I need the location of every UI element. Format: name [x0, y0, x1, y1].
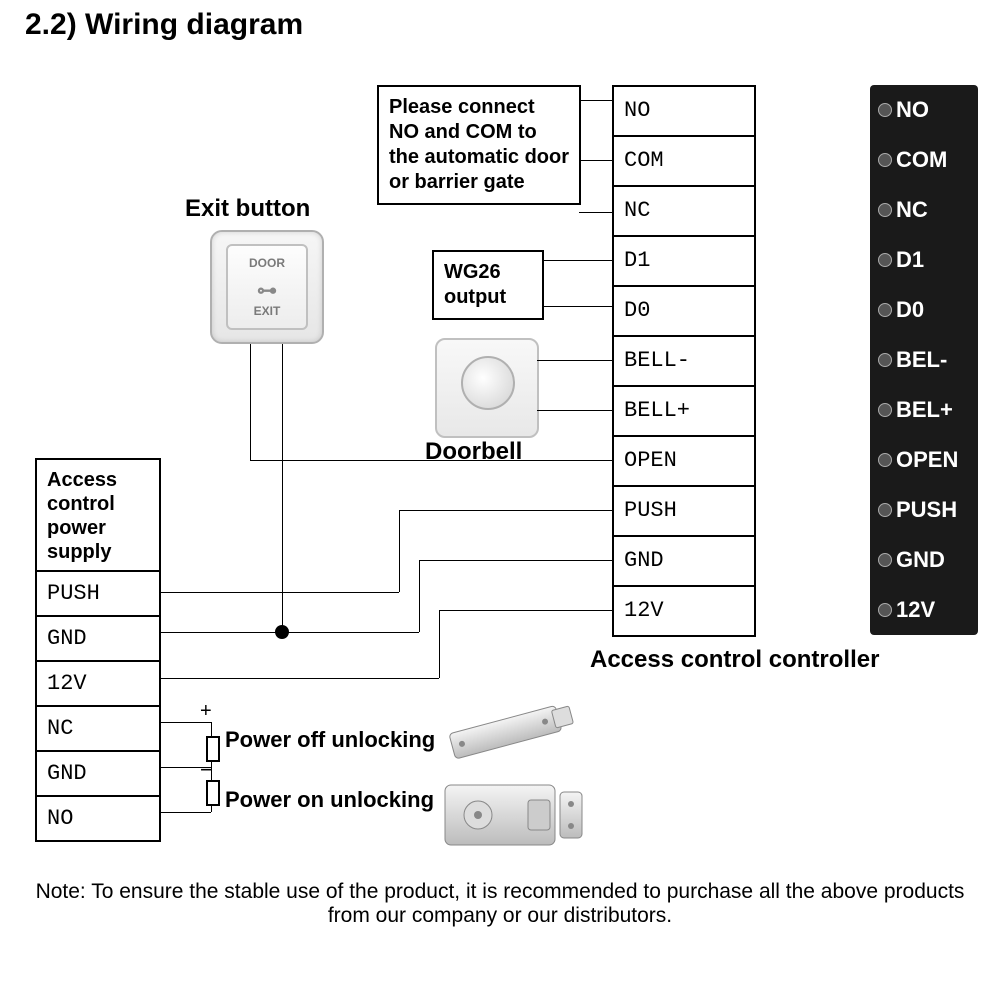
wire-12v-v	[439, 610, 440, 678]
strip-12v: 12V	[870, 585, 978, 635]
diode-icon-2	[206, 780, 220, 806]
exit-button-label: Exit button	[185, 195, 310, 223]
wiring-diagram-canvas: 2.2) Wiring diagram Exit button DOOR ⊶ E…	[0, 0, 1000, 1000]
ps-12v: 12V	[37, 662, 159, 707]
ctrl-bell-: BELL-	[614, 337, 754, 387]
section-title: 2.2) Wiring diagram	[25, 8, 303, 42]
wire-notebox-nc	[579, 212, 612, 213]
ctrl-com: COM	[614, 137, 754, 187]
wire-notebox-no	[579, 100, 612, 101]
exit-button-graphic: DOOR ⊶ EXIT	[210, 230, 324, 344]
ctrl-no: NO	[614, 87, 754, 137]
wire-push-v	[399, 510, 400, 592]
ps-gnd: GND	[37, 617, 159, 662]
ps-nc: NC	[37, 707, 159, 752]
ps-no: NO	[37, 797, 159, 840]
footer-note: Note: To ensure the stable use of the pr…	[35, 880, 965, 928]
power-supply-block: Access control power supply PUSH GND 12V…	[35, 458, 161, 842]
minus-label: −	[200, 757, 213, 783]
wire-gnd-h1	[159, 632, 419, 633]
ps-push: PUSH	[37, 572, 159, 617]
power-supply-header: Access control power supply	[37, 460, 159, 572]
ctrl-d0: D0	[614, 287, 754, 337]
doorbell-graphic	[435, 338, 539, 438]
strip-no: NO	[870, 85, 978, 135]
doorbell-label: Doorbell	[425, 438, 522, 466]
wire-exit-gnd-v	[282, 344, 283, 632]
wire-exit-open-h	[250, 460, 612, 461]
ps-gnd2: GND	[37, 752, 159, 797]
ctrl-push: PUSH	[614, 487, 754, 537]
wire-12v-h2	[439, 610, 612, 611]
wire-12v-h1	[159, 678, 439, 679]
exit-face-exit: EXIT	[228, 304, 306, 318]
wire-junction-gnd	[275, 625, 289, 639]
wire-wg26-d1	[542, 260, 612, 261]
controller-terminal-block: NO COM NC D1 D0 BELL- BELL+ OPEN PUSH GN…	[612, 85, 756, 637]
ctrl-12v: 12V	[614, 587, 754, 635]
wire-gnd-h2	[419, 560, 612, 561]
exit-face-door: DOOR	[228, 256, 306, 270]
plus-label: +	[200, 700, 212, 723]
wire-bell+	[537, 410, 612, 411]
wire-push-h2	[399, 510, 612, 511]
electric-rim-lock-icon	[440, 770, 600, 860]
ctrl-gnd: GND	[614, 537, 754, 587]
strip-push: PUSH	[870, 485, 978, 535]
wire-exit-open-v	[250, 344, 251, 460]
wire-gnd-v	[419, 560, 420, 632]
strip-bel+: BEL+	[870, 385, 978, 435]
strip-open: OPEN	[870, 435, 978, 485]
electric-bolt-lock-icon	[440, 700, 580, 760]
wire-notebox-com	[579, 160, 612, 161]
power-on-unlock-label: Power on unlocking	[225, 787, 434, 813]
wire-push-h1	[159, 592, 399, 593]
strip-bel-: BEL-	[870, 335, 978, 385]
strip-gnd: GND	[870, 535, 978, 585]
ctrl-bell+: BELL+	[614, 387, 754, 437]
wire-wg26-d0	[542, 306, 612, 307]
ctrl-open: OPEN	[614, 437, 754, 487]
wire-bell-	[537, 360, 612, 361]
strip-nc: NC	[870, 185, 978, 235]
power-off-unlock-label: Power off unlocking	[225, 727, 435, 753]
wire-lock-no	[159, 812, 211, 813]
controller-photo-strip: NO COM NC D1 D0 BEL- BEL+ OPEN PUSH GND …	[870, 85, 978, 635]
note-auto-door-box: Please connect NO and COM to the automat…	[377, 85, 581, 205]
strip-com: COM	[870, 135, 978, 185]
ctrl-nc: NC	[614, 187, 754, 237]
exit-face-key-icon: ⊶	[228, 278, 306, 303]
strip-d1: D1	[870, 235, 978, 285]
wg26-output-box: WG26 output	[432, 250, 544, 320]
strip-d0: D0	[870, 285, 978, 335]
controller-label: Access control controller	[590, 646, 879, 674]
ctrl-d1: D1	[614, 237, 754, 287]
